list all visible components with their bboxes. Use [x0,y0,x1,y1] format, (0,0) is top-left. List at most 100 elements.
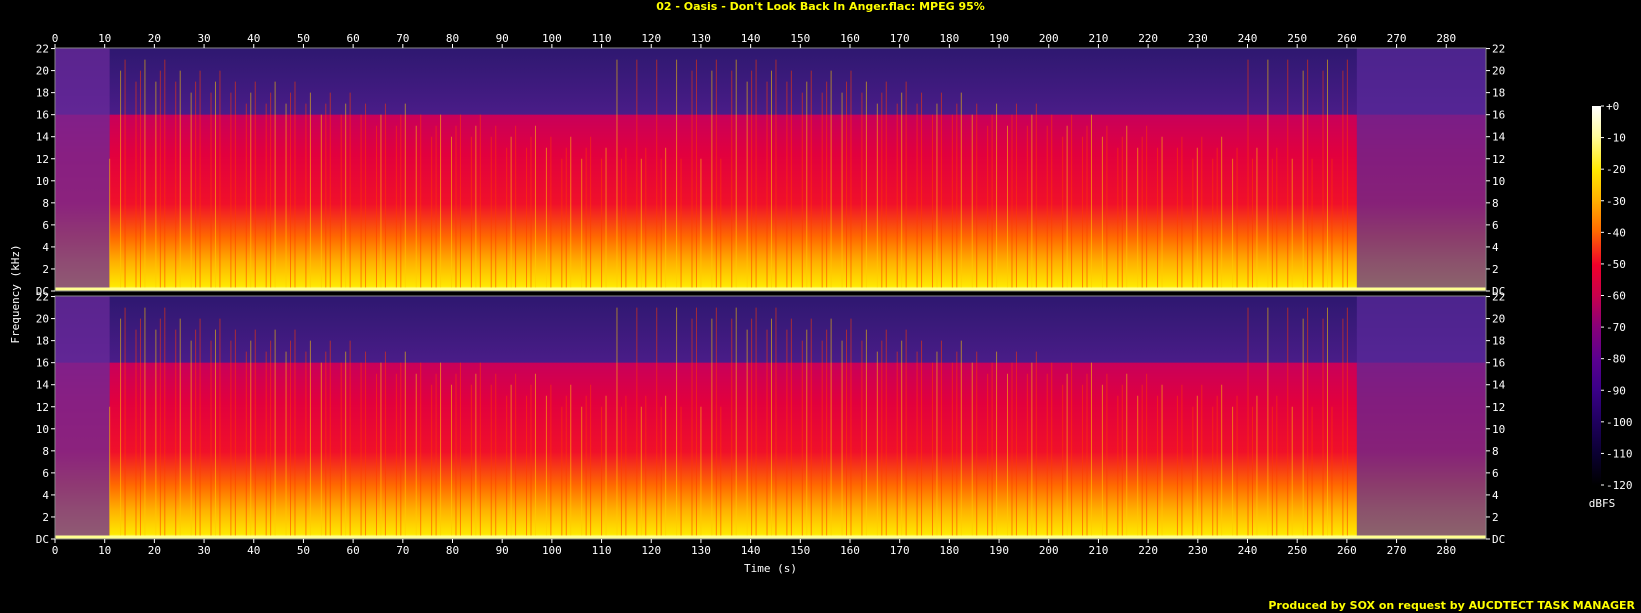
y-tick-label-right: 14 [1492,379,1506,392]
x-tick-label-bottom: 280 [1436,544,1456,557]
x-tick-label-bottom: 230 [1188,544,1208,557]
colorbar-tick-label: -50 [1606,258,1626,271]
y-tick-label-right: 4 [1492,489,1499,502]
x-tick-label-top: 270 [1387,32,1407,45]
y-tick-label-left: 16 [36,357,49,370]
y-tick-label-right: 18 [1492,87,1505,100]
y-tick-label-right: 12 [1492,153,1505,166]
x-tick-label-bottom: 140 [741,544,761,557]
y-tick-label-right: 22 [1492,291,1505,304]
y-tick-label-right: 16 [1492,357,1505,370]
colorbar-tick-label: -110 [1606,447,1633,460]
x-tick-label-top: 180 [939,32,959,45]
y-tick-label-right: 8 [1492,197,1499,210]
x-axis-bottom: 0 10 20 30 40 50 60 70 80 90 100 110 120 130 140 150 160… [52,539,1456,557]
x-tick-label-top: 150 [790,32,810,45]
x-axis-label: Time (s) [744,562,797,575]
y-tick-label-right: 10 [1492,175,1505,188]
channel-2-outro-region [1356,296,1486,539]
y-tick-label-right: 10 [1492,423,1505,436]
y-tick-label-left: 12 [36,153,49,166]
channel-1-intro-region [55,48,110,291]
y-axis-label: Frequency (kHz) [9,244,22,343]
x-tick-label-bottom: 50 [297,544,310,557]
y-tick-label-right: 2 [1492,511,1499,524]
colorbar-label: dBFS [1589,497,1616,510]
x-tick-label-top: 160 [840,32,860,45]
channel-1-panel [54,47,1487,292]
colorbar-tick-label: -90 [1606,384,1626,397]
y-tick-label-left: 22 [36,291,49,304]
x-tick-label-bottom: 150 [790,544,810,557]
x-tick-label-bottom: 160 [840,544,860,557]
y-tick-label-left: DC [36,285,49,298]
colorbar-gradient [1592,106,1601,485]
x-tick-label-bottom: 90 [496,544,509,557]
colorbar-tick-label: -100 [1606,416,1633,429]
y-tick-label-right: 22 [1492,43,1505,56]
x-tick-label-bottom: 210 [1089,544,1109,557]
x-tick-label-bottom: 270 [1387,544,1407,557]
x-tick-label-bottom: 0 [52,544,59,557]
y-tick-label-left: 6 [42,219,49,232]
x-tick-label-bottom: 80 [446,544,459,557]
y-tick-label-left: 10 [36,175,49,188]
x-tick-label-bottom: 250 [1287,544,1307,557]
channel-2-transients [55,307,1486,539]
y-tick-label-right: 20 [1492,313,1505,326]
x-tick-label-bottom: 200 [1039,544,1059,557]
x-tick-label-top: 260 [1337,32,1357,45]
chart-title: 02 - Oasis - Don't Look Back In Anger.fl… [656,0,985,13]
x-tick-label-top: 40 [247,32,260,45]
x-tick-label-top: 100 [542,32,562,45]
channel-1-outro-region [1356,48,1486,291]
colorbar-tick-label: -120 [1606,479,1633,492]
y-tick-label-right: 4 [1492,241,1499,254]
y-tick-label-left: 14 [36,131,50,144]
channel-2-intro-region [55,296,110,539]
colorbar-tick-label: -30 [1606,195,1626,208]
y-tick-label-right: 6 [1492,219,1499,232]
x-tick-label-top: 30 [197,32,210,45]
y-tick-label-right: 6 [1492,467,1499,480]
x-tick-label-bottom: 40 [247,544,260,557]
channel-1-frame [54,47,1487,292]
y-tick-label-left: 16 [36,109,49,122]
y-tick-label-left: 20 [36,313,49,326]
x-tick-label-bottom: 100 [542,544,562,557]
colorbar-tick-label: -60 [1606,290,1626,303]
x-tick-label-bottom: 60 [347,544,360,557]
x-tick-label-bottom: 190 [989,544,1009,557]
x-tick-label-top: 80 [446,32,459,45]
x-tick-label-top: 230 [1188,32,1208,45]
x-tick-label-top: 10 [98,32,111,45]
x-tick-label-bottom: 170 [890,544,910,557]
footer-credit: Produced by SOX on request by AUCDTECT T… [1268,599,1635,612]
x-tick-label-bottom: 20 [148,544,161,557]
y-tick-label-right: 2 [1492,263,1499,276]
x-tick-label-top: 190 [989,32,1009,45]
x-tick-label-bottom: 180 [939,544,959,557]
y-tick-label-left: 4 [42,241,49,254]
y-tick-label-left: 12 [36,401,49,414]
channel-1-spectrum [55,48,1486,291]
x-tick-label-top: 120 [641,32,661,45]
y-tick-label-left: 8 [42,445,49,458]
colorbar-tick-label: -10 [1606,132,1626,145]
y-tick-label-left: 2 [42,263,49,276]
x-tick-label-bottom: 120 [641,544,661,557]
x-tick-label-top: 50 [297,32,310,45]
x-tick-label-bottom: 220 [1138,544,1158,557]
y-tick-label-right: 18 [1492,335,1505,348]
x-tick-label-top: 110 [592,32,612,45]
x-tick-label-bottom: 30 [197,544,210,557]
channel-1-transients [55,59,1486,291]
x-tick-label-bottom: 70 [396,544,409,557]
x-tick-label-top: 280 [1436,32,1456,45]
x-tick-label-top: 130 [691,32,711,45]
y-tick-label-left: 18 [36,87,49,100]
x-tick-label-top: 60 [347,32,360,45]
y-tick-label-right: DC [1492,285,1505,298]
